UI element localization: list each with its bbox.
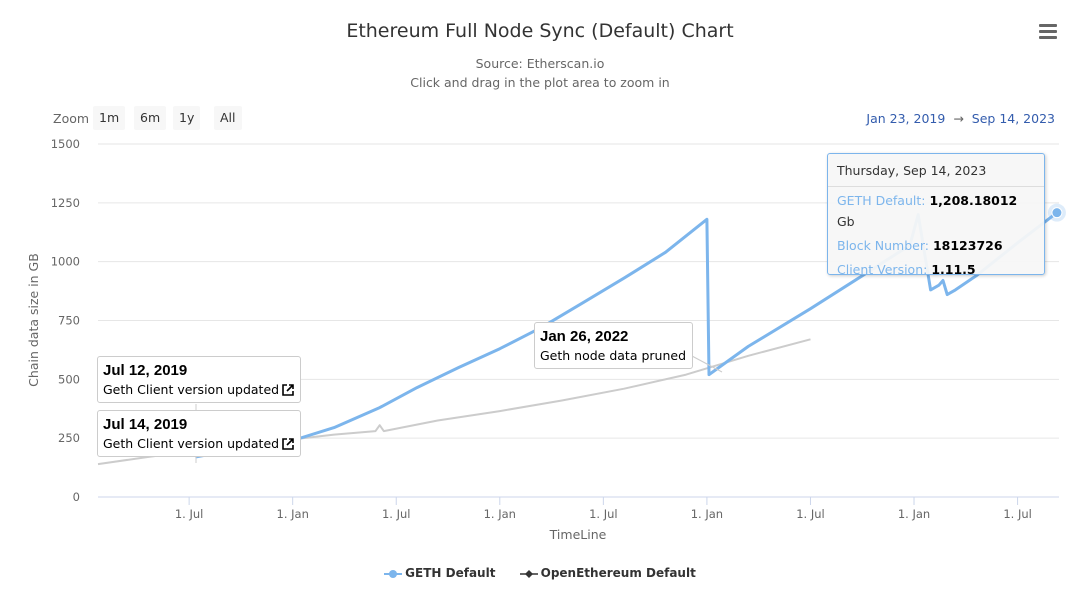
hamburger-menu-icon[interactable]: [1039, 24, 1057, 40]
hover-point[interactable]: [1051, 207, 1063, 219]
legend-geth-symbol-icon: [384, 569, 403, 578]
source-text: Source: Etherscan.io: [475, 56, 605, 71]
x-tick-label: 1. Jul: [175, 507, 204, 521]
tooltip-row-geth: GETH Default: 1,208.18012 Gb: [837, 193, 1018, 229]
zoom-hint-text: Click and drag in the plot area to zoom …: [410, 75, 670, 90]
tooltip-value: 18123726: [932, 238, 1003, 253]
tooltip-unit: Gb: [837, 214, 855, 229]
tooltip-row-block: Block Number: 18123726: [837, 238, 1003, 253]
zoom-6m-button[interactable]: 6m: [134, 106, 167, 130]
x-tick-label: 1. Jan: [898, 507, 930, 521]
external-link-icon[interactable]: [282, 438, 294, 450]
range-arrow: →: [953, 111, 964, 126]
flag-connector: [691, 355, 723, 373]
tooltip-key: GETH Default: [837, 193, 922, 208]
flag-title: Jul 14, 2019: [103, 416, 188, 433]
range-from[interactable]: Jan 23, 2019: [866, 111, 946, 126]
x-tick-label: 1. Jan: [691, 507, 723, 521]
tooltip-row-client: Client Version: 1.11.5: [837, 262, 976, 277]
x-tick-label: 1. Jul: [382, 507, 411, 521]
legend-item-geth[interactable]: GETH Default: [384, 566, 495, 580]
series-geth-line[interactable]: [195, 211, 1058, 459]
y-tick-label: 750: [58, 314, 80, 328]
flag-text: Geth Client version updated: [103, 382, 280, 397]
y-tick-label: 1000: [51, 255, 80, 269]
x-tick-label: 1. Jan: [277, 507, 309, 521]
chart-title: Ethereum Full Node Sync (Default) Chart: [346, 20, 734, 42]
flag-jul-12-2019[interactable]: Jul 12, 2019 Geth Client version updated: [97, 356, 302, 403]
legend-label: OpenEthereum Default: [540, 566, 696, 580]
zoom-1m-button[interactable]: 1m: [93, 106, 126, 130]
flag-jan-26-2022[interactable]: Jan 26, 2022 Geth node data pruned: [534, 322, 694, 369]
y-tick-label: 500: [58, 372, 80, 386]
flag-text: Geth Client version updated: [103, 436, 280, 451]
flag-title: Jul 12, 2019: [103, 362, 188, 379]
y-tick-label: 0: [73, 490, 80, 504]
annotation-connectors: [195, 355, 723, 463]
x-axis-ticks: 1. Jul 1. Jan 1. Jul 1. Jan 1. Jul 1. Jan 1. J…: [175, 497, 1032, 521]
tooltip-key: Client Version: [837, 262, 924, 277]
flag-text: Geth node data pruned: [540, 348, 687, 363]
flag-title: Jan 26, 2022: [540, 328, 629, 345]
zoom-all-button[interactable]: All: [214, 106, 242, 130]
legend-label: GETH Default: [405, 566, 496, 580]
y-tick-label: 1250: [51, 196, 80, 210]
flag-jul-14-2019[interactable]: Jul 14, 2019 Geth Client version updated: [97, 410, 302, 457]
tooltip-header: Thursday, Sep 14, 2023: [828, 154, 1044, 187]
x-tick-label: 1. Jul: [589, 507, 618, 521]
y-tick-label: 1500: [51, 137, 80, 151]
legend-openeth-symbol-icon: [519, 569, 538, 578]
x-axis-title: TimeLine: [549, 527, 607, 542]
x-tick-label: 1. Jul: [1003, 507, 1032, 521]
legend-item-openethereum[interactable]: OpenEthereum Default: [519, 566, 696, 580]
y-axis-ticks: 0 250 500 750 1000 1250 1500: [51, 137, 80, 504]
date-range: Jan 23, 2019 → Sep 14, 2023: [866, 111, 1055, 126]
chart-subtitle: Source: Etherscan.io Click and drag in t…: [0, 54, 1080, 92]
y-axis-title: Chain data size in GB: [26, 253, 41, 387]
tooltip-value: 1,208.18012: [929, 193, 1018, 208]
y-tick-label: 250: [58, 431, 80, 445]
tooltip-key: Block Number: [837, 238, 925, 253]
legend: GETH Default OpenEthereum Default: [0, 566, 1080, 580]
tooltip-value: 1.11.5: [931, 262, 976, 277]
tooltip: Thursday, Sep 14, 2023 GETH Default: 1,2…: [827, 153, 1045, 277]
zoom-label: Zoom: [53, 111, 90, 126]
external-link-icon[interactable]: [282, 384, 294, 396]
zoom-1y-button[interactable]: 1y: [173, 106, 201, 130]
x-tick-label: 1. Jul: [796, 507, 825, 521]
range-to[interactable]: Sep 14, 2023: [971, 111, 1055, 126]
x-tick-label: 1. Jan: [484, 507, 516, 521]
